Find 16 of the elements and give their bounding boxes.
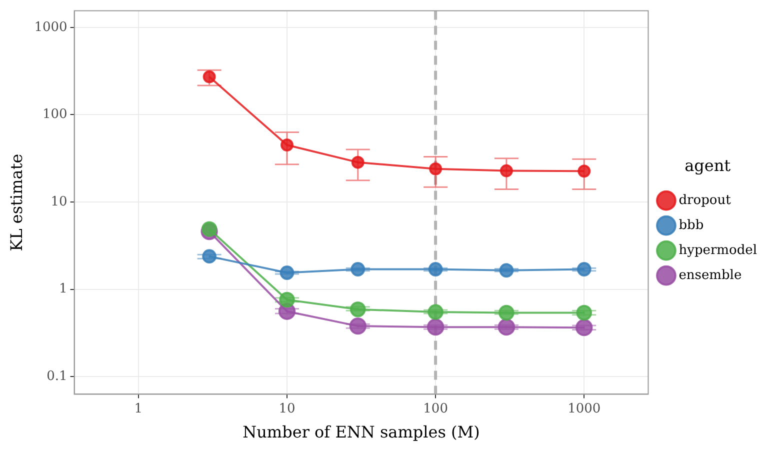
y-tick-label: 1000 xyxy=(34,20,68,35)
y-tick-label: 100 xyxy=(42,107,68,122)
legend-label: dropout xyxy=(678,192,732,208)
x-tick-label: 10 xyxy=(278,401,296,416)
legend-label: bbb xyxy=(678,218,704,233)
y-tick-label: 0.1 xyxy=(46,369,68,384)
y-axis-title: KL estimate xyxy=(6,154,26,252)
x-tick-label: 100 xyxy=(423,401,448,416)
legend-title: agent xyxy=(684,156,732,176)
y-tick-label: 1 xyxy=(59,282,68,297)
legend-label: hypermodel xyxy=(678,242,758,258)
x-axis-title: Number of ENN samples (M) xyxy=(242,422,480,442)
x-tick-label: 1000 xyxy=(568,401,601,416)
legend-label: ensemble xyxy=(678,268,742,283)
x-tick-label: 1 xyxy=(134,401,143,416)
y-tick-label: 10 xyxy=(50,194,68,210)
